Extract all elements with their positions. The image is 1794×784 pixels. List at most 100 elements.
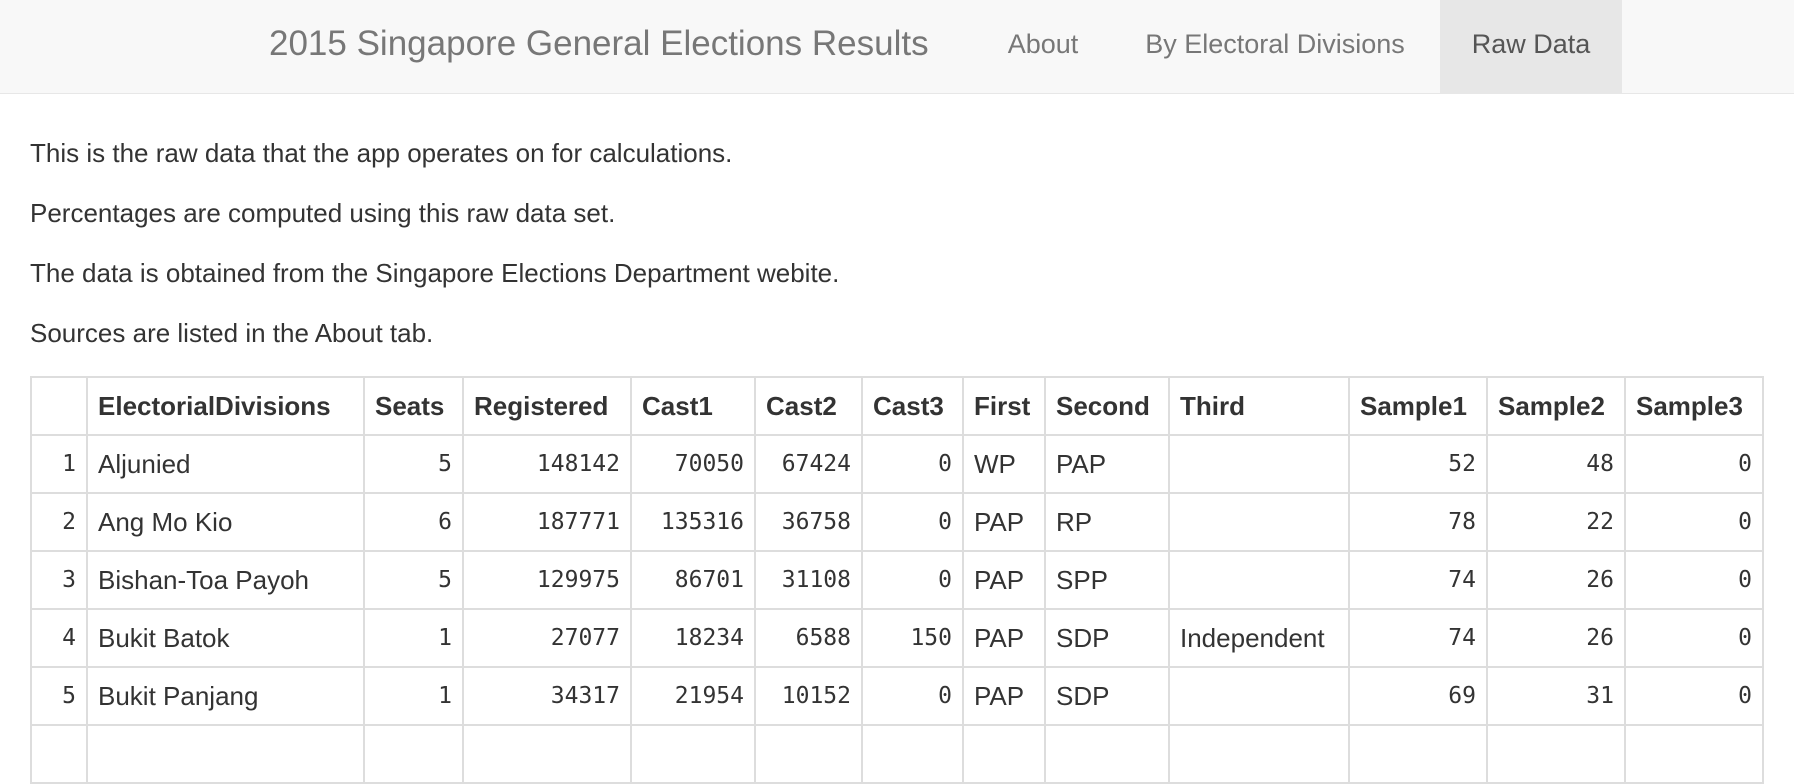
column-header-cast1[interactable]: Cast1	[630, 376, 756, 436]
table-row: 5 Bukit Panjang 1 34317 21954 10152 0 PA…	[30, 666, 1764, 726]
cell-third	[1168, 492, 1350, 552]
cell-sample1: 52	[1348, 434, 1488, 494]
cell-cast3: 0	[861, 434, 964, 494]
cell-third	[1168, 434, 1350, 494]
cell-sample3: 0	[1624, 608, 1764, 668]
cell-registered: 187771	[462, 492, 632, 552]
column-header-cast2[interactable]: Cast2	[754, 376, 863, 436]
table-row	[30, 724, 1764, 784]
table-row: 3 Bishan-Toa Payoh 5 129975 86701 31108 …	[30, 550, 1764, 610]
cell-second: SDP	[1044, 608, 1170, 668]
cell-sample3: 0	[1624, 666, 1764, 726]
column-header-sample2[interactable]: Sample2	[1486, 376, 1626, 436]
cell-seats: 5	[363, 550, 464, 610]
column-header-index[interactable]	[30, 376, 88, 436]
cell-sample3	[1624, 724, 1764, 784]
cell-third	[1168, 666, 1350, 726]
cell-sample1: 74	[1348, 608, 1488, 668]
cell-sample2: 26	[1486, 608, 1626, 668]
intro-text: The data is obtained from the Singapore …	[30, 258, 840, 288]
cell-division	[86, 724, 365, 784]
cell-cast2: 6588	[754, 608, 863, 668]
cell-sample3: 0	[1624, 434, 1764, 494]
cell-index: 3	[30, 550, 88, 610]
cell-sample1: 78	[1348, 492, 1488, 552]
intro-text: This is the raw data that the app operat…	[30, 138, 733, 168]
cell-sample3: 0	[1624, 550, 1764, 610]
cell-first: PAP	[962, 608, 1046, 668]
cell-cast1: 21954	[630, 666, 756, 726]
cell-seats: 5	[363, 434, 464, 494]
app-title[interactable]: 2015 Singapore General Elections Results	[269, 24, 929, 63]
navbar: 2015 Singapore General Elections Results…	[0, 0, 1794, 94]
cell-cast3	[861, 724, 964, 784]
cell-sample2: 48	[1486, 434, 1626, 494]
cell-registered: 27077	[462, 608, 632, 668]
cell-registered	[462, 724, 632, 784]
cell-registered: 148142	[462, 434, 632, 494]
cell-cast1	[630, 724, 756, 784]
tab-raw-data[interactable]: Raw Data	[1440, 0, 1622, 93]
cell-second	[1044, 724, 1170, 784]
cell-first: PAP	[962, 666, 1046, 726]
intro-text: Sources are listed in the About tab.	[30, 318, 434, 348]
cell-third: Independent	[1168, 608, 1350, 668]
cell-first: PAP	[962, 550, 1046, 610]
cell-index: 5	[30, 666, 88, 726]
cell-cast3: 0	[861, 550, 964, 610]
table-header-row: ElectorialDivisions Seats Registered Cas…	[30, 376, 1764, 436]
cell-cast2: 67424	[754, 434, 863, 494]
cell-first	[962, 724, 1046, 784]
tab-about[interactable]: About	[1007, 29, 1079, 59]
cell-division: Bishan-Toa Payoh	[86, 550, 365, 610]
cell-cast2: 10152	[754, 666, 863, 726]
cell-cast1: 18234	[630, 608, 756, 668]
table-row: 2 Ang Mo Kio 6 187771 135316 36758 0 PAP…	[30, 492, 1764, 552]
cell-seats	[363, 724, 464, 784]
cell-sample1: 74	[1348, 550, 1488, 610]
cell-seats: 1	[363, 666, 464, 726]
cell-index: 2	[30, 492, 88, 552]
raw-data-table: ElectorialDivisions Seats Registered Cas…	[30, 376, 1764, 784]
cell-sample2: 22	[1486, 492, 1626, 552]
cell-division: Aljunied	[86, 434, 365, 494]
cell-sample1	[1348, 724, 1488, 784]
cell-second: SDP	[1044, 666, 1170, 726]
cell-cast1: 135316	[630, 492, 756, 552]
cell-division: Ang Mo Kio	[86, 492, 365, 552]
cell-division: Bukit Panjang	[86, 666, 365, 726]
cell-cast3: 0	[861, 666, 964, 726]
table-row: 1 Aljunied 5 148142 70050 67424 0 WP PAP…	[30, 434, 1764, 494]
cell-sample2: 26	[1486, 550, 1626, 610]
cell-index: 4	[30, 608, 88, 668]
column-header-first[interactable]: First	[962, 376, 1046, 436]
cell-first: WP	[962, 434, 1046, 494]
cell-sample2	[1486, 724, 1626, 784]
cell-second: PAP	[1044, 434, 1170, 494]
column-header-sample3[interactable]: Sample3	[1624, 376, 1764, 436]
cell-cast2: 31108	[754, 550, 863, 610]
cell-sample2: 31	[1486, 666, 1626, 726]
cell-cast1: 70050	[630, 434, 756, 494]
column-header-sample1[interactable]: Sample1	[1348, 376, 1488, 436]
cell-registered: 34317	[462, 666, 632, 726]
cell-second: SPP	[1044, 550, 1170, 610]
cell-sample1: 69	[1348, 666, 1488, 726]
column-header-seats[interactable]: Seats	[363, 376, 464, 436]
cell-cast3: 150	[861, 608, 964, 668]
cell-registered: 129975	[462, 550, 632, 610]
cell-division: Bukit Batok	[86, 608, 365, 668]
cell-cast2: 36758	[754, 492, 863, 552]
tab-by-electoral-divisions[interactable]: By Electoral Divisions	[1145, 29, 1405, 59]
column-header-second[interactable]: Second	[1044, 376, 1170, 436]
cell-second: RP	[1044, 492, 1170, 552]
column-header-divisions[interactable]: ElectorialDivisions	[86, 376, 365, 436]
cell-cast1: 86701	[630, 550, 756, 610]
cell-cast3: 0	[861, 492, 964, 552]
column-header-registered[interactable]: Registered	[462, 376, 632, 436]
cell-index	[30, 724, 88, 784]
cell-seats: 1	[363, 608, 464, 668]
column-header-third[interactable]: Third	[1168, 376, 1350, 436]
column-header-cast3[interactable]: Cast3	[861, 376, 964, 436]
cell-third	[1168, 550, 1350, 610]
